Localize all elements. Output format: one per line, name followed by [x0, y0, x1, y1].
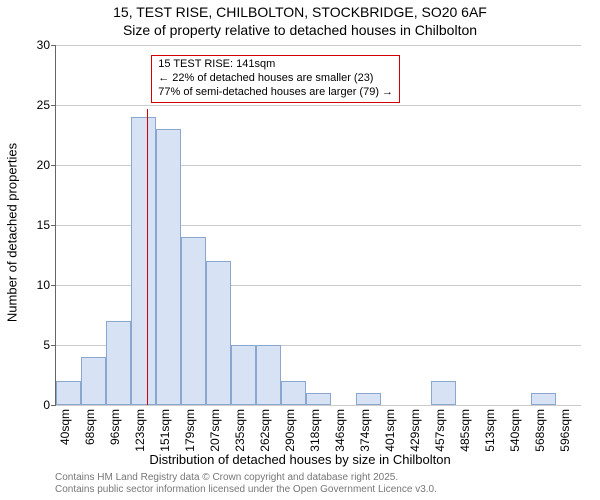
histogram-bar	[81, 357, 106, 405]
xtick-label: 179sqm	[183, 409, 197, 452]
xtick-label: 401sqm	[383, 409, 397, 452]
histogram-bar	[231, 345, 256, 405]
xtick-label: 290sqm	[283, 409, 297, 452]
histogram-bar	[156, 129, 181, 405]
xtick-label: 68sqm	[83, 409, 97, 445]
histogram-bar	[531, 393, 556, 405]
xtick-label: 40sqm	[58, 409, 72, 445]
annotation-line-2: ← 22% of detached houses are smaller (23…	[158, 72, 393, 86]
xtick-label: 596sqm	[558, 409, 572, 452]
xtick-label: 123sqm	[133, 409, 147, 452]
marker-line	[147, 109, 148, 405]
xtick-label: 457sqm	[433, 409, 447, 452]
ytick-label: 5	[43, 338, 56, 352]
xtick-label: 429sqm	[408, 409, 422, 452]
xtick-label: 318sqm	[308, 409, 322, 452]
xtick-label: 513sqm	[483, 409, 497, 452]
histogram-bar	[106, 321, 131, 405]
histogram-bar	[131, 117, 156, 405]
xtick-label: 235sqm	[233, 409, 247, 452]
gridline	[56, 405, 581, 406]
plot-area: 05101520253040sqm68sqm96sqm123sqm151sqm1…	[55, 45, 581, 406]
histogram-bar	[56, 381, 81, 405]
ytick-label: 0	[43, 398, 56, 412]
xtick-label: 568sqm	[533, 409, 547, 452]
annotation-line-1: 15 TEST RISE: 141sqm	[158, 58, 393, 72]
xtick-label: 151sqm	[158, 409, 172, 452]
footer-attribution: Contains HM Land Registry data © Crown c…	[55, 472, 437, 495]
xtick-label: 540sqm	[508, 409, 522, 452]
xtick-label: 96sqm	[108, 409, 122, 445]
histogram-bar	[206, 261, 231, 405]
ytick-label: 25	[37, 98, 56, 112]
annotation-line-3: 77% of semi-detached houses are larger (…	[158, 86, 393, 100]
ytick-label: 30	[37, 38, 56, 52]
footer-line-2: Contains public sector information licen…	[55, 484, 437, 496]
histogram-bar	[281, 381, 306, 405]
gridline	[56, 45, 581, 46]
xtick-label: 262sqm	[258, 409, 272, 452]
histogram-bar	[256, 345, 281, 405]
footer-line-1: Contains HM Land Registry data © Crown c…	[55, 472, 437, 484]
xtick-label: 374sqm	[358, 409, 372, 452]
xtick-label: 346sqm	[333, 409, 347, 452]
ytick-label: 10	[37, 278, 56, 292]
ytick-label: 15	[37, 218, 56, 232]
histogram-bar	[431, 381, 456, 405]
ytick-label: 20	[37, 158, 56, 172]
xtick-label: 485sqm	[458, 409, 472, 452]
histogram-bar	[181, 237, 206, 405]
chart-container: 15, TEST RISE, CHILBOLTON, STOCKBRIDGE, …	[0, 0, 600, 500]
histogram-bar	[356, 393, 381, 405]
x-axis-label: Distribution of detached houses by size …	[0, 452, 600, 467]
title-line-2: Size of property relative to detached ho…	[0, 22, 600, 38]
annotation-box: 15 TEST RISE: 141sqm← 22% of detached ho…	[151, 55, 400, 103]
gridline	[56, 105, 581, 106]
y-axis-label: Number of detached properties	[5, 143, 20, 322]
histogram-bar	[306, 393, 331, 405]
xtick-label: 207sqm	[208, 409, 222, 452]
title-line-1: 15, TEST RISE, CHILBOLTON, STOCKBRIDGE, …	[0, 4, 600, 20]
